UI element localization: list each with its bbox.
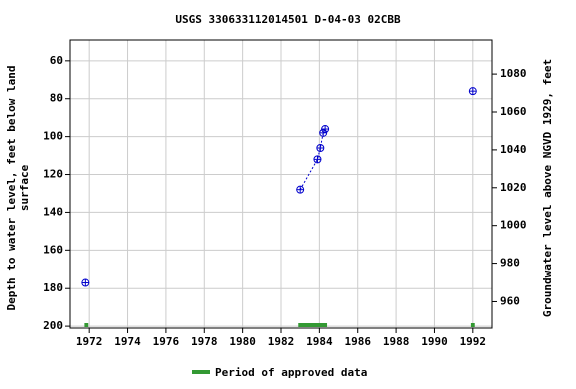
x-tick-label: 1978 [191, 335, 218, 348]
y2-tick-label: 960 [500, 294, 520, 307]
x-tick-label: 1976 [153, 335, 180, 348]
y2-tick-label: 1000 [500, 219, 527, 232]
approved-period [298, 323, 328, 327]
data-point [316, 144, 325, 152]
y2-tick-label: 980 [500, 257, 520, 270]
approved-period [470, 323, 475, 327]
x-tick-label: 1980 [229, 335, 256, 348]
y-tick-label: 200 [43, 319, 63, 332]
y-tick-label: 180 [43, 281, 63, 294]
approved-period [84, 323, 89, 327]
y-tick-label: 60 [50, 54, 63, 67]
chart-title: USGS 330633112014501 D-04-03 02CBB [175, 13, 401, 26]
data-point [321, 125, 330, 134]
x-tick-label: 1974 [114, 335, 141, 348]
legend-label: Period of approved data [215, 366, 367, 379]
x-tick-label: 1984 [306, 335, 333, 348]
x-tick-label: 1990 [421, 335, 448, 348]
data-point [313, 155, 322, 164]
x-tick-label: 1988 [383, 335, 410, 348]
data-point [296, 185, 305, 194]
x-tick-label: 1972 [76, 335, 103, 348]
y-tick-label: 140 [43, 205, 63, 218]
y-axis-label: Depth to water level, feet below land [5, 65, 18, 310]
y-tick-label: 80 [50, 92, 63, 105]
plot-frame [69, 39, 493, 329]
y-tick-label: 160 [43, 243, 63, 256]
y2-tick-label: 1040 [500, 143, 527, 156]
y2-tick-label: 1020 [500, 181, 527, 194]
data-point [468, 87, 477, 96]
x-tick-label: 1982 [268, 335, 295, 348]
x-tick-label: 1986 [344, 335, 371, 348]
y2-tick-label: 1060 [500, 105, 527, 118]
y2-axis-label: Groundwater level above NGVD 1929, feet [541, 59, 554, 317]
y2-tick-label: 1080 [500, 67, 527, 80]
data-point [81, 278, 90, 287]
x-tick-label: 1992 [460, 335, 487, 348]
y-axis-label: surface [18, 164, 31, 211]
y-tick-label: 120 [43, 168, 63, 181]
y-tick-label: 100 [43, 130, 63, 143]
